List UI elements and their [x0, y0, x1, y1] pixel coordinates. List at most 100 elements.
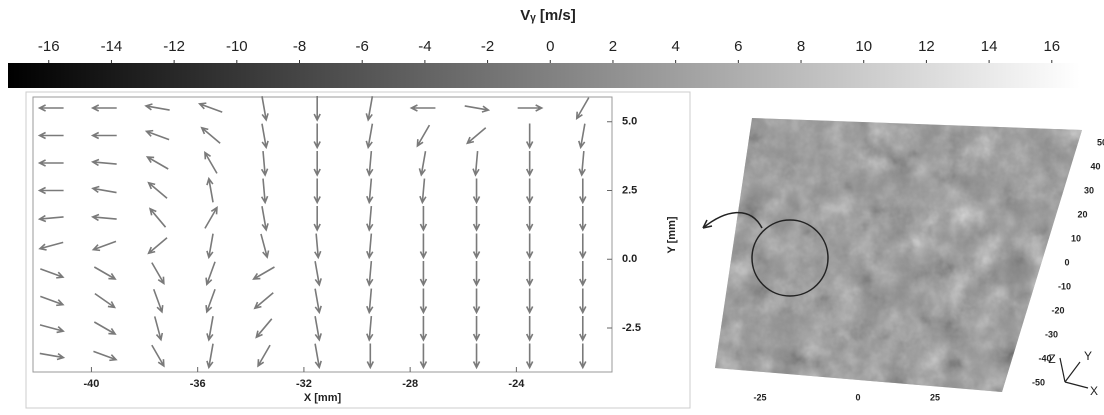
- vector-arrow: [200, 126, 221, 144]
- vector-arrow: [472, 261, 481, 287]
- vector-arrow: [472, 178, 481, 205]
- render-axis-label: 0: [855, 392, 860, 402]
- vector-arrow: [206, 176, 214, 203]
- vector-arrow: [579, 206, 587, 232]
- vector-arrow: [419, 288, 428, 315]
- vector-arrow: [313, 123, 321, 150]
- vector-arrow: [465, 127, 487, 145]
- vector-arrow: [365, 123, 374, 150]
- vector-arrow: [419, 316, 428, 342]
- vector-arrow: [206, 343, 214, 370]
- vector-arrow: [314, 316, 322, 342]
- vector-arrow: [472, 316, 481, 342]
- vector-arrow: [90, 158, 117, 167]
- pointer-arrow-head: [702, 219, 713, 229]
- axis-triad: [1059, 357, 1089, 389]
- vector-arrow: [260, 233, 270, 259]
- x-tick-label: -28: [402, 378, 418, 390]
- pointer-arrow: [702, 211, 763, 229]
- tick-label: -12: [163, 38, 185, 55]
- vector-arrow: [525, 206, 534, 232]
- vector-arrow: [37, 131, 64, 140]
- highlight-circle: [751, 219, 829, 297]
- vector-arrow: [253, 292, 274, 310]
- y-axis-label: Y [mm]: [666, 216, 678, 253]
- vector-arrow: [525, 178, 534, 205]
- vector-arrow: [366, 233, 374, 260]
- vector-arrow: [93, 266, 117, 280]
- vector-arrow: [204, 151, 218, 174]
- vector-arrow: [93, 350, 118, 362]
- tick-label: -4: [418, 38, 431, 55]
- vector-arrow: [91, 185, 117, 194]
- vector-arrow: [579, 178, 587, 205]
- render-axis-label: -25: [753, 392, 766, 402]
- vector-arrow: [90, 104, 117, 112]
- vector-arrow: [365, 96, 374, 122]
- vector-arrow: [144, 129, 170, 141]
- triad-label: Y: [1084, 349, 1092, 363]
- colorbar-title: Vᵧ [m/s]: [520, 7, 575, 24]
- vector-arrow: [252, 266, 275, 280]
- vector-arrow: [464, 105, 491, 113]
- vector-arrow: [366, 150, 374, 177]
- tick-label: 6: [734, 38, 742, 55]
- vector-arrow: [94, 292, 117, 309]
- vector-arrow: [472, 206, 481, 232]
- render-axis-label: -20: [1052, 305, 1065, 315]
- render-axis-label: 40: [1091, 161, 1101, 171]
- y-tick-label: -2.5: [622, 322, 641, 334]
- x-axis-label: X [mm]: [304, 392, 342, 404]
- vector-arrow: [37, 186, 64, 195]
- tick-label: 10: [855, 38, 872, 55]
- vector-arrow: [366, 343, 375, 370]
- vector-arrow: [525, 233, 534, 260]
- vector-arrow: [91, 240, 117, 252]
- vector-arrow: [314, 288, 322, 315]
- vector-arrow: [419, 233, 428, 260]
- vector-arrow: [197, 102, 223, 113]
- vector-arrow: [151, 344, 165, 368]
- tick-label: 0: [546, 38, 554, 55]
- vector-arrow: [39, 324, 65, 334]
- tick-label: -2: [481, 38, 494, 55]
- vector-arrow: [579, 261, 587, 287]
- vector-arrow: [153, 316, 164, 342]
- vector-arrow: [525, 151, 534, 177]
- vector-arrow: [579, 288, 587, 315]
- vector-arrow: [39, 352, 66, 361]
- vector-arrow: [366, 260, 374, 287]
- vector-arrow: [579, 316, 587, 342]
- render-axis-label: 20: [1078, 209, 1088, 219]
- vector-arrow: [148, 207, 167, 228]
- vector-arrow: [472, 150, 480, 177]
- x-tick-label: -36: [190, 378, 206, 390]
- render-axis-label: 30: [1084, 185, 1094, 195]
- vector-arrow: [418, 151, 427, 177]
- render-axis-label: 50: [1097, 137, 1104, 147]
- vector-arrow: [517, 104, 544, 112]
- vector-arrow: [366, 288, 374, 315]
- y-tick-label: 0.0: [622, 253, 637, 265]
- triad-label: Z: [1048, 352, 1055, 366]
- render-axis-label: 10: [1071, 233, 1081, 243]
- render-axis-label: -10: [1058, 281, 1071, 291]
- tick-label: -6: [356, 38, 369, 55]
- vector-arrow: [205, 288, 216, 314]
- x-tick-label: -24: [508, 378, 525, 390]
- vector-arrow: [366, 315, 374, 342]
- vector-arrow: [313, 151, 321, 177]
- vector-arrow: [255, 318, 273, 339]
- vector-arrow: [152, 288, 164, 314]
- y-tick-label: 5.0: [622, 116, 637, 128]
- vector-arrow: [419, 206, 428, 232]
- vector-arrow: [472, 233, 481, 260]
- tick-label: 4: [671, 38, 679, 55]
- render-axis-label: -50: [1032, 377, 1045, 387]
- volume-render: [702, 118, 1089, 392]
- vector-arrow: [314, 261, 322, 287]
- tick-label: 12: [918, 38, 935, 55]
- vector-arrow: [525, 261, 534, 287]
- render-axis-label: -30: [1045, 329, 1058, 339]
- vector-arrow: [40, 268, 65, 279]
